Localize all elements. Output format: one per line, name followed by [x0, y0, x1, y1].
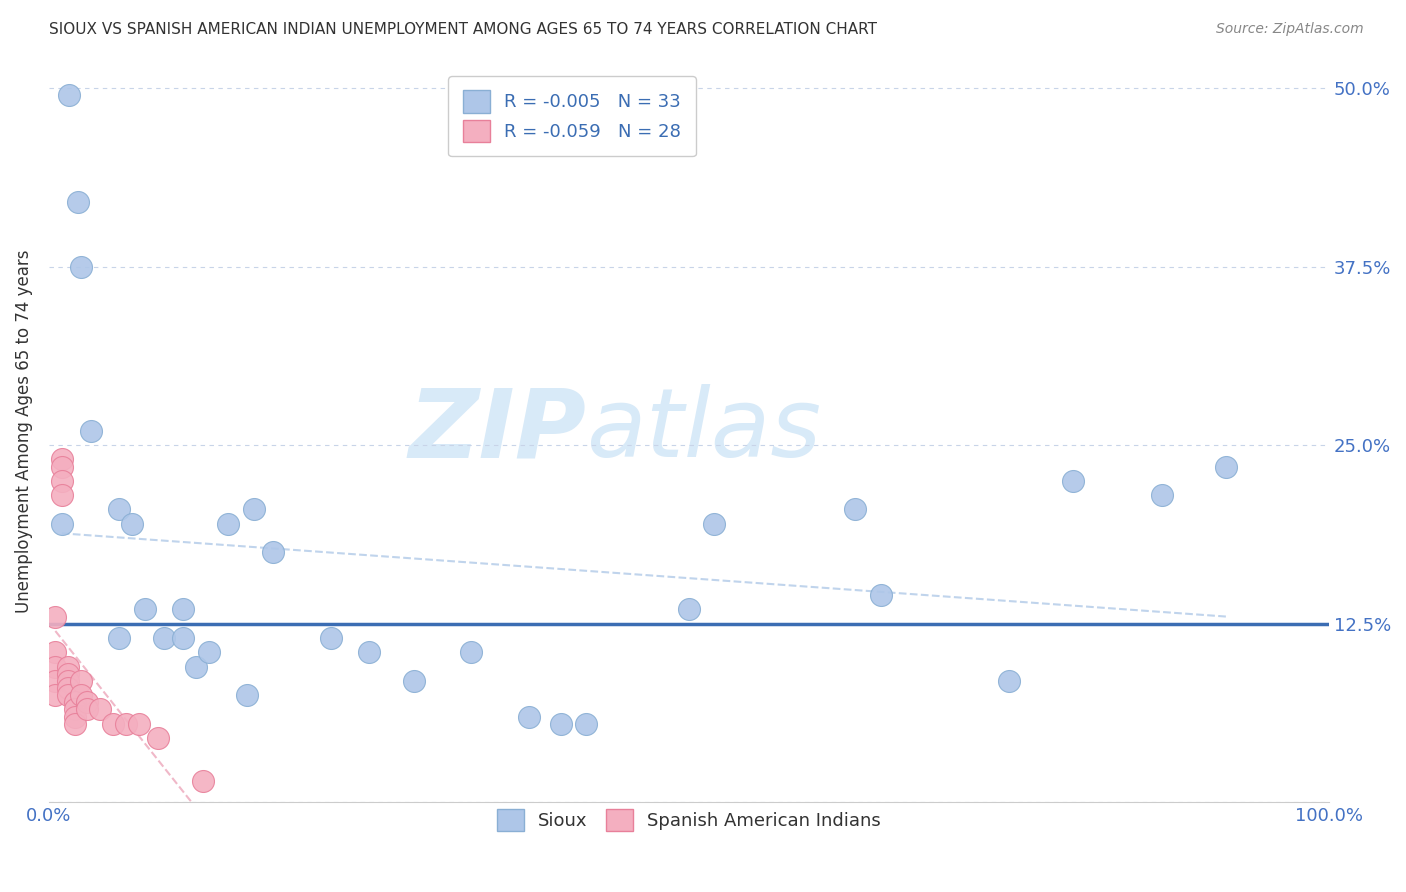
Point	[56, 673, 79, 688]
Point	[76, 702, 98, 716]
Point	[1152, 488, 1174, 502]
Point	[198, 645, 221, 659]
Point	[70, 260, 93, 274]
Point	[44, 645, 66, 659]
Y-axis label: Unemployment Among Ages 65 to 74 years: Unemployment Among Ages 65 to 74 years	[15, 249, 32, 613]
Point	[80, 424, 103, 438]
Point	[51, 474, 73, 488]
Point	[56, 688, 79, 702]
Point	[402, 673, 425, 688]
Point	[517, 709, 540, 723]
Point	[844, 502, 866, 516]
Point	[128, 716, 150, 731]
Point	[51, 516, 73, 531]
Point	[146, 731, 169, 745]
Point	[678, 602, 700, 616]
Point	[153, 631, 176, 645]
Point	[44, 659, 66, 673]
Point	[357, 645, 380, 659]
Point	[70, 688, 93, 702]
Point	[172, 602, 194, 616]
Point	[1215, 459, 1237, 474]
Point	[134, 602, 156, 616]
Point	[89, 702, 111, 716]
Point	[67, 195, 90, 210]
Point	[217, 516, 239, 531]
Point	[550, 716, 572, 731]
Point	[63, 709, 86, 723]
Point	[186, 659, 208, 673]
Text: SIOUX VS SPANISH AMERICAN INDIAN UNEMPLOYMENT AMONG AGES 65 TO 74 YEARS CORRELAT: SIOUX VS SPANISH AMERICAN INDIAN UNEMPLO…	[49, 22, 877, 37]
Point	[191, 773, 214, 788]
Point	[51, 459, 73, 474]
Point	[319, 631, 342, 645]
Point	[1062, 474, 1084, 488]
Point	[108, 631, 131, 645]
Point	[63, 695, 86, 709]
Point	[44, 673, 66, 688]
Point	[63, 716, 86, 731]
Text: atlas: atlas	[586, 384, 821, 477]
Point	[58, 88, 80, 103]
Point	[575, 716, 598, 731]
Text: Source: ZipAtlas.com: Source: ZipAtlas.com	[1216, 22, 1364, 37]
Point	[51, 452, 73, 467]
Point	[108, 502, 131, 516]
Point	[76, 695, 98, 709]
Legend: Sioux, Spanish American Indians: Sioux, Spanish American Indians	[482, 794, 896, 846]
Point	[70, 673, 93, 688]
Point	[56, 659, 79, 673]
Point	[262, 545, 284, 559]
Point	[172, 631, 194, 645]
Point	[998, 673, 1021, 688]
Point	[121, 516, 143, 531]
Point	[869, 588, 891, 602]
Point	[101, 716, 124, 731]
Point	[460, 645, 482, 659]
Point	[63, 702, 86, 716]
Point	[44, 688, 66, 702]
Point	[56, 666, 79, 681]
Text: ZIP: ZIP	[409, 384, 586, 477]
Point	[56, 681, 79, 695]
Point	[114, 716, 136, 731]
Point	[242, 502, 264, 516]
Point	[51, 488, 73, 502]
Point	[703, 516, 725, 531]
Point	[44, 609, 66, 624]
Point	[236, 688, 259, 702]
